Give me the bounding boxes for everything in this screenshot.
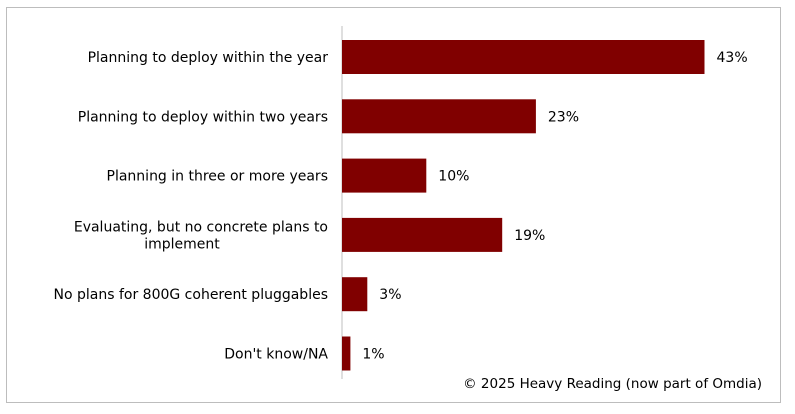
bar-6 <box>342 336 351 371</box>
category-label-2: Planning to deploy within two years <box>78 109 328 125</box>
category-label-5: No plans for 800G coherent pluggables <box>54 287 329 303</box>
category-label-line: implement <box>144 236 220 252</box>
bar-3 <box>342 158 427 193</box>
value-label-2: 23% <box>548 109 579 125</box>
category-label-line: Planning to deploy within two years <box>78 109 328 125</box>
value-label-6: 1% <box>362 347 384 363</box>
bar-chart: 43% Planning to deploy within the year 23%… <box>54 26 748 379</box>
bar-2 <box>342 99 536 134</box>
category-label-6: Don't know/NA <box>224 347 328 363</box>
category-label-1: Planning to deploy within the year <box>88 50 329 66</box>
bar-5 <box>342 277 368 312</box>
value-label-3: 10% <box>438 169 469 185</box>
category-label-line: Don't know/NA <box>224 347 328 363</box>
value-label-5: 3% <box>379 287 401 303</box>
copyright-notice: © 2025 Heavy Reading (now part of Omdia) <box>463 376 762 392</box>
value-label-4: 19% <box>514 228 545 244</box>
bar-4 <box>342 217 503 252</box>
category-label-line: Evaluating, but no concrete plans to <box>74 219 328 235</box>
value-label-1: 43% <box>717 50 748 66</box>
bar-1 <box>342 40 705 74</box>
category-label-4: Evaluating, but no concrete plans to impl… <box>74 219 328 252</box>
chart-frame: 43% Planning to deploy within the year 23%… <box>6 7 781 403</box>
category-label-line: Planning to deploy within the year <box>88 50 329 66</box>
category-label-line: Planning in three or more years <box>107 169 328 185</box>
category-label-3: Planning in three or more years <box>107 169 328 185</box>
category-label-line: No plans for 800G coherent pluggables <box>54 287 329 303</box>
